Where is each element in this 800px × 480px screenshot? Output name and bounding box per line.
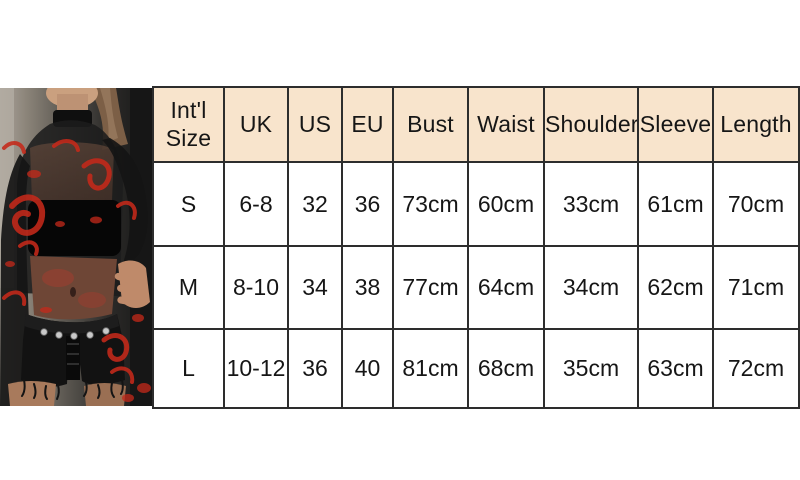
cell-eu: 36: [341, 161, 394, 247]
cell-us: 34: [287, 245, 343, 330]
cell-uk: 6-8: [223, 161, 289, 247]
cell-shoulder: 33cm: [543, 161, 639, 247]
cell-bust: 81cm: [392, 328, 469, 409]
size-table: Int'l Size UK US EU Bust Waist Shoulder …: [152, 86, 800, 409]
cell-size: S: [152, 161, 225, 247]
cell-length: 72cm: [712, 328, 800, 409]
cell-waist: 68cm: [467, 328, 545, 409]
cell-bust: 73cm: [392, 161, 469, 247]
cell-eu: 38: [341, 245, 394, 330]
cell-size: M: [152, 245, 225, 330]
cell-sleeve: 63cm: [637, 328, 714, 409]
col-header-us: US: [287, 86, 343, 163]
cell-length: 70cm: [712, 161, 800, 247]
col-header-bust: Bust: [392, 86, 469, 163]
cell-size: L: [152, 328, 225, 409]
table-row-size-l: L 10-12 36 40 81cm 68cm 35cm 63cm 72cm: [152, 328, 800, 409]
table-row-size-s: S 6-8 32 36 73cm 60cm 33cm 61cm 70cm: [152, 161, 800, 247]
col-header-shoulder: Shoulder: [543, 86, 639, 163]
cell-uk: 8-10: [223, 245, 289, 330]
cell-shoulder: 35cm: [543, 328, 639, 409]
cell-sleeve: 61cm: [637, 161, 714, 247]
col-header-sleeve: Sleeve: [637, 86, 714, 163]
product-photo-illustration: [0, 88, 152, 406]
cell-us: 36: [287, 328, 343, 409]
col-header-uk: UK: [223, 86, 289, 163]
cell-sleeve: 62cm: [637, 245, 714, 330]
col-header-intl-size: Int'l Size: [152, 86, 225, 163]
col-header-length: Length: [712, 86, 800, 163]
cell-uk: 10-12: [223, 328, 289, 409]
table-header-row: Int'l Size UK US EU Bust Waist Shoulder …: [152, 86, 800, 163]
cell-us: 32: [287, 161, 343, 247]
col-header-eu: EU: [341, 86, 394, 163]
table-row-size-m: M 8-10 34 38 77cm 64cm 34cm 62cm 71cm: [152, 245, 800, 330]
cell-eu: 40: [341, 328, 394, 409]
cell-length: 71cm: [712, 245, 800, 330]
cell-waist: 64cm: [467, 245, 545, 330]
col-header-waist: Waist: [467, 86, 545, 163]
cell-waist: 60cm: [467, 161, 545, 247]
cell-bust: 77cm: [392, 245, 469, 330]
cell-shoulder: 34cm: [543, 245, 639, 330]
product-photo: [0, 88, 152, 406]
